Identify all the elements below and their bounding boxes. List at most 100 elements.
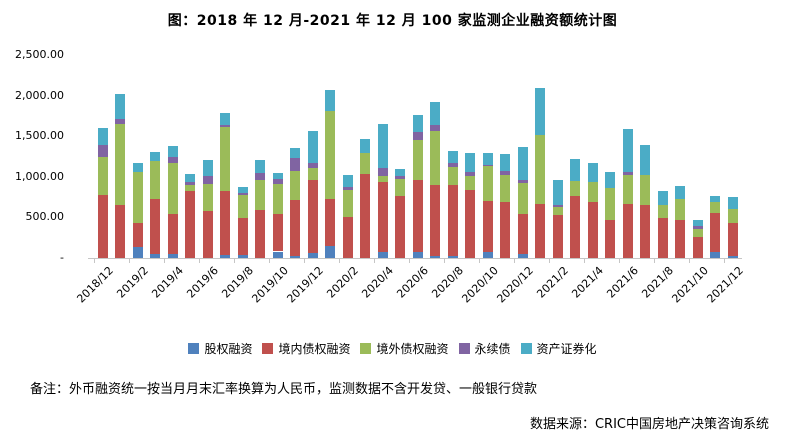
bar-segment-资产证券化 (325, 89, 336, 112)
bar-segment-境外债权融资 (570, 180, 581, 196)
bar-segment-资产证券化 (605, 172, 616, 188)
x-axis-tick (479, 259, 480, 263)
bar-segment-境外债权融资 (202, 184, 213, 212)
bar-segment-境外债权融资 (220, 127, 231, 191)
bar-segment-资产证券化 (220, 113, 231, 126)
bar-segment-资产证券化 (710, 196, 721, 202)
x-axis-label: 2020/10 (459, 264, 501, 306)
bar-segment-资产证券化 (272, 172, 283, 180)
bar-segment-资产证券化 (640, 145, 651, 176)
bar-segment-资产证券化 (552, 180, 563, 205)
bar-segment-境内债权融资 (500, 201, 511, 258)
bar-segment-境内债权融资 (622, 204, 633, 258)
x-axis-tick (654, 259, 655, 263)
bar-segment-资产证券化 (570, 159, 581, 181)
data-source-text: 数据来源：CRIC中国房地产决策咨询系统 (529, 417, 769, 432)
x-axis-label: 2019/2 (114, 264, 151, 301)
bar-segment-永续债 (307, 163, 318, 169)
x-axis-label: 2019/10 (249, 264, 291, 306)
bar-segment-股权融资 (517, 253, 528, 258)
bar-segment-境外债权融资 (307, 168, 318, 181)
y-axis-label: 500.00 (25, 210, 65, 224)
bar-segment-永续债 (202, 176, 213, 185)
bar-segment-资产证券化 (692, 220, 703, 226)
bar-segment-境外债权融资 (412, 139, 423, 181)
bar-segment-资产证券化 (185, 174, 196, 182)
bar-segment-资产证券化 (202, 159, 213, 177)
bar-segment-永续债 (395, 176, 406, 180)
bar-segment-境内债权融资 (465, 189, 476, 258)
x-axis-label: 2020/4 (359, 264, 396, 301)
bar-segment-股权融资 (710, 251, 721, 258)
bar-segment-境外债权融资 (500, 174, 511, 202)
bar-segment-永续债 (342, 186, 353, 190)
y-axis-label: 2,000.00 (15, 88, 64, 102)
legend: 股权融资 境内债权融资 境外债权融资 永续债 资产证券化 (0, 340, 785, 357)
bar-segment-境内债权融资 (412, 180, 423, 252)
bar-segment-永续债 (290, 157, 301, 172)
x-axis-tick (689, 259, 690, 263)
x-axis-label: 2021/4 (569, 264, 606, 301)
x-axis-tick (549, 259, 550, 263)
x-axis-tick (724, 259, 725, 263)
bar-segment-境外债权融资 (430, 131, 441, 185)
bar-segment-资产证券化 (482, 152, 493, 165)
bar-segment-境外债权融资 (360, 152, 371, 174)
bar-segment-境外债权融资 (342, 189, 353, 217)
bar-segment-资产证券化 (255, 159, 266, 174)
legend-swatch-icon (188, 343, 200, 354)
bar-segment-境外债权融资 (657, 204, 668, 219)
x-axis-tick (94, 259, 95, 263)
bar-segment-资产证券化 (412, 114, 423, 133)
bar-segment-境外债权融资 (587, 182, 598, 203)
bar-segment-永续债 (237, 192, 248, 196)
legend-swatch-icon (520, 343, 532, 354)
bar-segment-境外债权融资 (237, 195, 248, 218)
bar-segment-境外债权融资 (97, 156, 108, 195)
bar-segment-股权融资 (325, 246, 336, 258)
bar-segment-股权融资 (167, 253, 178, 258)
bar-segment-股权融资 (290, 255, 301, 258)
bar-segment-股权融资 (482, 251, 493, 258)
x-axis-tick (584, 259, 585, 263)
bar-segment-境外债权融资 (710, 201, 721, 213)
bar-segment-境外债权融资 (325, 111, 336, 199)
legend-swatch-icon (458, 343, 470, 354)
x-axis-tick (129, 259, 130, 263)
bar-segment-永续债 (447, 162, 458, 167)
bar-segment-资产证券化 (377, 124, 388, 168)
x-axis-tick (339, 259, 340, 263)
bar-segment-股权融资 (132, 246, 143, 258)
bar-segment-永续债 (482, 164, 493, 167)
footnote-text: 备注：外币融资统一按当月月末汇率换算为人民币，监测数据不含开发贷、一般银行贷款 (30, 382, 538, 397)
bar-segment-资产证券化 (500, 154, 511, 171)
x-axis-label: 2019/6 (184, 264, 221, 301)
x-axis-label: 2020/12 (494, 264, 536, 306)
bar-segment-资产证券化 (150, 152, 161, 162)
bar-segment-境内债权融资 (570, 195, 581, 258)
bar-segment-境外债权融资 (482, 166, 493, 202)
bar-segment-境外债权融资 (377, 175, 388, 183)
x-axis-label: 2021/12 (704, 264, 746, 306)
bar-segment-境内债权融资 (132, 223, 143, 247)
legend-swatch-icon (262, 343, 274, 354)
bar-segment-境外债权融资 (132, 171, 143, 224)
bar-segment-境内债权融资 (587, 202, 598, 258)
bar-segment-境内债权融资 (307, 180, 318, 254)
bar-segment-境内债权融资 (325, 198, 336, 247)
bar-segment-股权融资 (150, 253, 161, 258)
bar-segment-境内债权融资 (482, 201, 493, 252)
bar-segment-永续债 (272, 179, 283, 185)
bar-segment-境内债权融资 (640, 205, 651, 258)
bar-segment-永续债 (622, 171, 633, 175)
bar-segment-境内债权融资 (517, 213, 528, 254)
bar-segment-境内债权融资 (395, 196, 406, 258)
bar-segment-股权融资 (727, 255, 738, 258)
bar-segment-境外债权融资 (727, 209, 738, 224)
x-axis-tick (444, 259, 445, 263)
x-axis-label: 2021/10 (669, 264, 711, 306)
bar-segment-资产证券化 (675, 186, 686, 200)
bar-segment-资产证券化 (290, 147, 301, 158)
x-axis-tick (304, 259, 305, 263)
bar-segment-境内债权融资 (675, 220, 686, 258)
